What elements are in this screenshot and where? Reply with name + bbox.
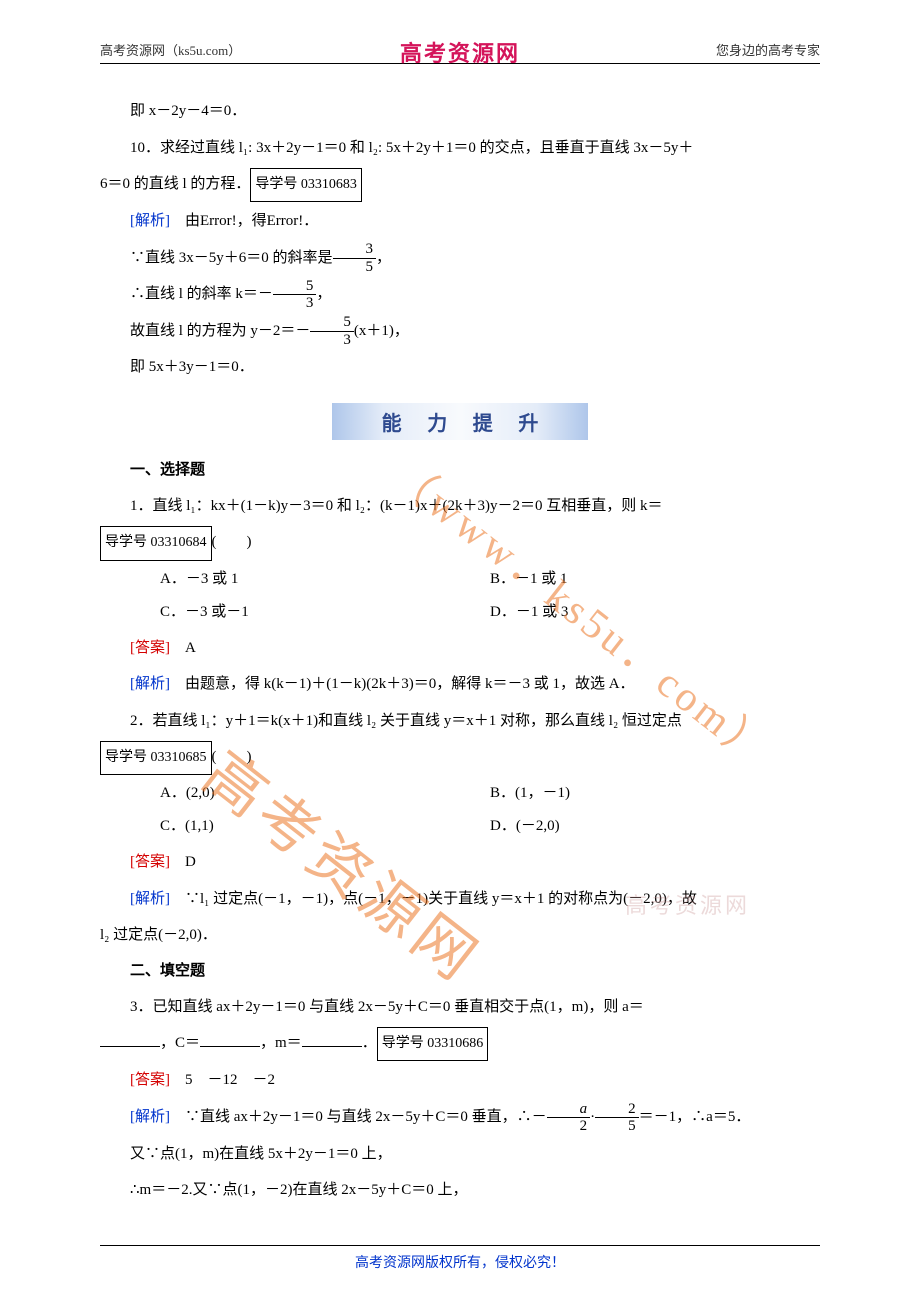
l3a: ∵直线 3x－5y＋6＝0 的斜率是: [130, 250, 333, 266]
blank-1: [100, 1032, 160, 1047]
q10-text-b: 6＝0 的直线 l 的方程．: [100, 176, 250, 192]
q1-answer: [答案] A: [100, 631, 820, 666]
analysis-line-2: ∵直线 3x－5y＋6＝0 的斜率是35，: [100, 241, 820, 276]
analysis-label-4: [解析]: [130, 1109, 170, 1125]
q3-analysis-a: [解析] ∵直线 ax＋2y－1＝0 与直线 2x－5y＋C＝0 垂直，∴－a2…: [100, 1100, 820, 1135]
paren-1: ( ): [212, 534, 252, 550]
heading-choice: 一、选择题: [100, 454, 820, 487]
blank-3: [302, 1032, 362, 1047]
q10-text-a: 10．求经过直线 l₁: 3x＋2y－1＝0 和 l₂: 5x＋2y＋1＝0 的…: [130, 140, 693, 156]
paren-2: ( ): [212, 749, 252, 765]
q3b: ，C＝: [160, 1035, 200, 1051]
q2-box-line: 导学号 03310685( ): [100, 740, 820, 775]
answer-label-2: [答案]: [130, 854, 170, 870]
jx3a: ∵直线 ax＋2y－1＝0 与直线 2x－5y＋C＝0 垂直，∴－: [170, 1109, 547, 1125]
q3-answer: [答案] 5 －12 －2: [100, 1063, 820, 1098]
study-number-box-2: 导学号 03310684: [100, 526, 212, 560]
fraction-5-3-a: 53: [273, 278, 317, 312]
section-banner: 能 力 提 升: [100, 403, 820, 440]
header-left: 高考资源网（ks5u.com）: [100, 40, 241, 59]
header-center-logo: 高考资源网: [400, 36, 520, 68]
document-page: 高考资源网（ks5u.com） 高考资源网 您身边的高考专家 即 x－2y－4＝…: [0, 0, 920, 1240]
study-number-box-1: 导学号 03310683: [250, 168, 362, 202]
q2-analysis-b: l₂ 过定点(－2,0)．: [100, 918, 820, 953]
blank-2: [200, 1032, 260, 1047]
fraction-3-5: 35: [333, 241, 377, 275]
q1-opt-b: B．－1 或 1: [490, 563, 820, 596]
q3c: ，m＝: [260, 1035, 302, 1051]
analysis-label: [解析]: [130, 213, 170, 229]
analysis-label-3: [解析]: [130, 891, 170, 907]
q1-analysis: [解析] 由题意，得 k(k－1)＋(1－k)(2k＋3)＝0，解得 k＝－3 …: [100, 667, 820, 702]
l3b: ，: [376, 250, 391, 266]
analysis-line-4: 故直线 l 的方程为 y－2＝－53(x＋1)，: [100, 314, 820, 349]
analysis-label-2: [解析]: [130, 676, 170, 692]
q2-answer: [答案] D: [100, 845, 820, 880]
fraction-2-5: 25: [595, 1101, 639, 1135]
q1-line: 1．直线 l₁：kx＋(1－k)y－3＝0 和 l₂：(k－1)x＋(2k＋3)…: [100, 489, 820, 524]
header-right: 您身边的高考专家: [716, 40, 820, 59]
q2-opt-a: A．(2,0): [160, 777, 490, 810]
q10-line1: 10．求经过直线 l₁: 3x＋2y－1＝0 和 l₂: 5x＋2y＋1＝0 的…: [100, 131, 820, 166]
q1-options-row1: A．－3 或 1 B．－1 或 1: [100, 563, 820, 596]
q1-opt-d: D．－1 或 3: [490, 596, 820, 629]
q1-answer-val: A: [170, 640, 196, 656]
q3-analysis-c: ∴m＝－2.又∵点(1，－2)在直线 2x－5y＋C＝0 上，: [100, 1173, 820, 1208]
footer-divider: [100, 1245, 820, 1246]
q3-line-b: ，C＝ ，m＝ ．导学号 03310686: [100, 1026, 820, 1061]
q3-answer-val: 5 －12 －2: [170, 1072, 275, 1088]
l5a: 故直线 l 的方程为 y－2＝－: [130, 323, 310, 339]
fraction-a-2: a2: [547, 1101, 591, 1135]
study-number-box-4: 导学号 03310686: [377, 1027, 489, 1061]
jx3c: ＝－1，∴a＝5．: [639, 1109, 751, 1125]
study-number-box-3: 导学号 03310685: [100, 741, 212, 775]
q2-analysis-text-a: ∵l₁ 过定点(－1，－1)，点(－1，－1)关于直线 y＝x＋1 的对称点为(…: [170, 891, 697, 907]
analysis-text-1: 由Error!，得Error!．: [170, 213, 318, 229]
q2-opt-b: B．(1，－1): [490, 777, 820, 810]
analysis-line-3: ∴直线 l 的斜率 k＝－53，: [100, 277, 820, 312]
q1-options-row2: C．－3 或－1 D．－1 或 3: [100, 596, 820, 629]
l4b: ，: [316, 286, 331, 302]
q3d: ．: [362, 1035, 377, 1051]
q1-opt-c: C．－3 或－1: [160, 596, 490, 629]
q2-options-row1: A．(2,0) B．(1，－1): [100, 777, 820, 810]
l5b: (x＋1)，: [354, 323, 409, 339]
heading-fill: 二、填空题: [100, 955, 820, 988]
analysis-line-5: 即 5x＋3y－1＝0．: [100, 350, 820, 385]
line-result: 即 x－2y－4＝0．: [100, 94, 820, 129]
answer-label-3: [答案]: [130, 1072, 170, 1088]
q3-analysis-b: 又∵点(1，m)在直线 5x＋2y－1＝0 上，: [100, 1137, 820, 1172]
analysis-line-1: [解析] 由Error!，得Error!．: [100, 204, 820, 239]
q1-box-line: 导学号 03310684( ): [100, 525, 820, 560]
q1-analysis-text: 由题意，得 k(k－1)＋(1－k)(2k＋3)＝0，解得 k＝－3 或 1，故…: [170, 676, 635, 692]
q10-line2: 6＝0 的直线 l 的方程．导学号 03310683: [100, 167, 820, 202]
q2-options-row2: C．(1,1) D．(－2,0): [100, 810, 820, 843]
q2-answer-val: D: [170, 854, 196, 870]
l4a: ∴直线 l 的斜率 k＝－: [130, 286, 273, 302]
q2-opt-d: D．(－2,0): [490, 810, 820, 843]
q2-analysis-a: [解析] ∵l₁ 过定点(－1，－1)，点(－1，－1)关于直线 y＝x＋1 的…: [100, 882, 820, 917]
fraction-5-3-b: 53: [310, 314, 354, 348]
answer-label-1: [答案]: [130, 640, 170, 656]
q3-line-a: 3．已知直线 ax＋2y－1＝0 与直线 2x－5y＋C＝0 垂直相交于点(1，…: [100, 990, 820, 1025]
banner-text: 能 力 提 升: [332, 403, 589, 440]
q1-opt-a: A．－3 或 1: [160, 563, 490, 596]
footer-text: 高考资源网版权所有，侵权必究！: [355, 1256, 565, 1271]
page-footer: 高考资源网版权所有，侵权必究！: [0, 1245, 920, 1272]
page-header: 高考资源网（ks5u.com） 高考资源网 您身边的高考专家: [100, 40, 820, 64]
q2-line: 2．若直线 l₁：y＋1＝k(x＋1)和直线 l₂ 关于直线 y＝x＋1 对称，…: [100, 704, 820, 739]
q2-opt-c: C．(1,1): [160, 810, 490, 843]
